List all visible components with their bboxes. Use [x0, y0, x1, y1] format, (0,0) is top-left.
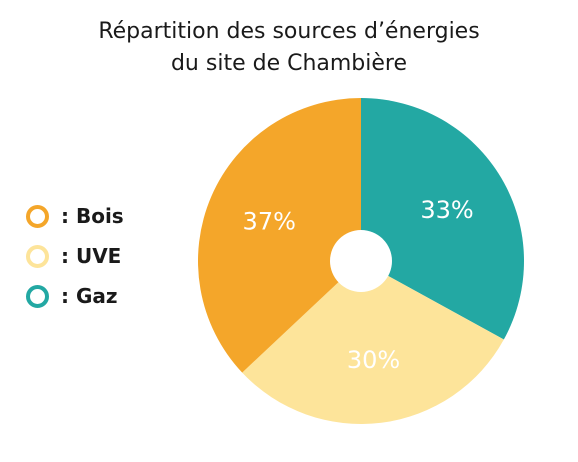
- slice-label-uve: 30%: [347, 346, 400, 374]
- chart-title-line-1: Répartition des sources d’énergies: [98, 19, 480, 44]
- pie-center-hole: [330, 230, 392, 292]
- legend-label-gaz: : Gaz: [61, 284, 118, 308]
- legend-marker-gaz-icon: [26, 284, 49, 308]
- chart-title: Répartition des sources d’énergies du si…: [0, 16, 578, 80]
- legend-label-uve: : UVE: [61, 244, 122, 268]
- legend: : Bois : UVE : Gaz: [26, 196, 124, 316]
- pie-slice-uve: [242, 261, 504, 424]
- chart-title-line-2: du site de Chambière: [170, 51, 408, 76]
- legend-marker-bois-icon: [26, 204, 49, 228]
- pie-slice-gaz: [361, 98, 524, 340]
- legend-label-bois: : Bois: [61, 204, 124, 228]
- legend-item-bois: : Bois: [26, 196, 124, 236]
- legend-item-gaz: : Gaz: [26, 276, 124, 316]
- pie-slice-bois: [198, 98, 361, 373]
- legend-item-uve: : UVE: [26, 236, 124, 276]
- legend-marker-uve-icon: [26, 244, 49, 268]
- slice-label-gaz: 33%: [420, 196, 473, 224]
- slice-label-bois: 37%: [243, 207, 296, 235]
